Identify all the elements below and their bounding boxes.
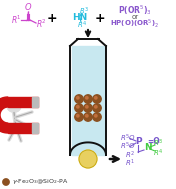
Circle shape <box>93 95 101 103</box>
Text: or: or <box>131 14 139 20</box>
Circle shape <box>7 98 21 112</box>
Text: $R^2$: $R^2$ <box>125 149 135 161</box>
Bar <box>32 97 38 107</box>
Circle shape <box>95 115 97 117</box>
Bar <box>32 123 38 133</box>
Circle shape <box>75 95 83 103</box>
Circle shape <box>75 113 83 121</box>
Circle shape <box>79 150 97 168</box>
Bar <box>8 97 38 107</box>
Text: $R^5$O: $R^5$O <box>120 132 136 144</box>
Text: P(OR$^5$)$_3$: P(OR$^5$)$_3$ <box>118 3 152 17</box>
Text: +: + <box>47 12 57 25</box>
Text: $R^1$: $R^1$ <box>11 14 21 26</box>
Text: $R^4$: $R^4$ <box>153 147 163 159</box>
Circle shape <box>86 105 88 108</box>
Circle shape <box>84 95 92 103</box>
Circle shape <box>77 105 79 108</box>
Circle shape <box>93 113 101 121</box>
Text: P: P <box>135 138 141 146</box>
Circle shape <box>77 115 79 117</box>
Circle shape <box>75 104 83 112</box>
Circle shape <box>2 178 10 185</box>
Text: =O: =O <box>147 138 160 146</box>
Circle shape <box>77 97 79 99</box>
Text: N: N <box>144 143 152 153</box>
Text: $R^1$: $R^1$ <box>125 157 135 169</box>
Polygon shape <box>71 142 105 155</box>
Text: +: + <box>95 12 105 25</box>
Text: $R^3$: $R^3$ <box>79 5 89 17</box>
Circle shape <box>84 113 92 121</box>
Polygon shape <box>0 97 8 133</box>
Circle shape <box>86 115 88 117</box>
Circle shape <box>95 97 97 99</box>
Circle shape <box>84 104 92 112</box>
Text: $\gamma$-Fe$_2$O$_3$@SiO$_2$-PA: $\gamma$-Fe$_2$O$_3$@SiO$_2$-PA <box>12 177 68 187</box>
Text: HP(O)(OR$^5$)$_2$: HP(O)(OR$^5$)$_2$ <box>110 18 160 30</box>
Text: O: O <box>25 4 31 12</box>
Text: HN: HN <box>72 12 87 22</box>
Circle shape <box>95 105 97 108</box>
Text: $R^4$: $R^4$ <box>77 19 87 31</box>
Circle shape <box>93 104 101 112</box>
Text: $R^3$: $R^3$ <box>153 137 163 149</box>
Text: $R^5$O: $R^5$O <box>120 140 136 152</box>
Circle shape <box>86 97 88 99</box>
Bar <box>71 46 105 155</box>
Text: $R^2$: $R^2$ <box>36 18 46 30</box>
Bar <box>8 123 38 133</box>
